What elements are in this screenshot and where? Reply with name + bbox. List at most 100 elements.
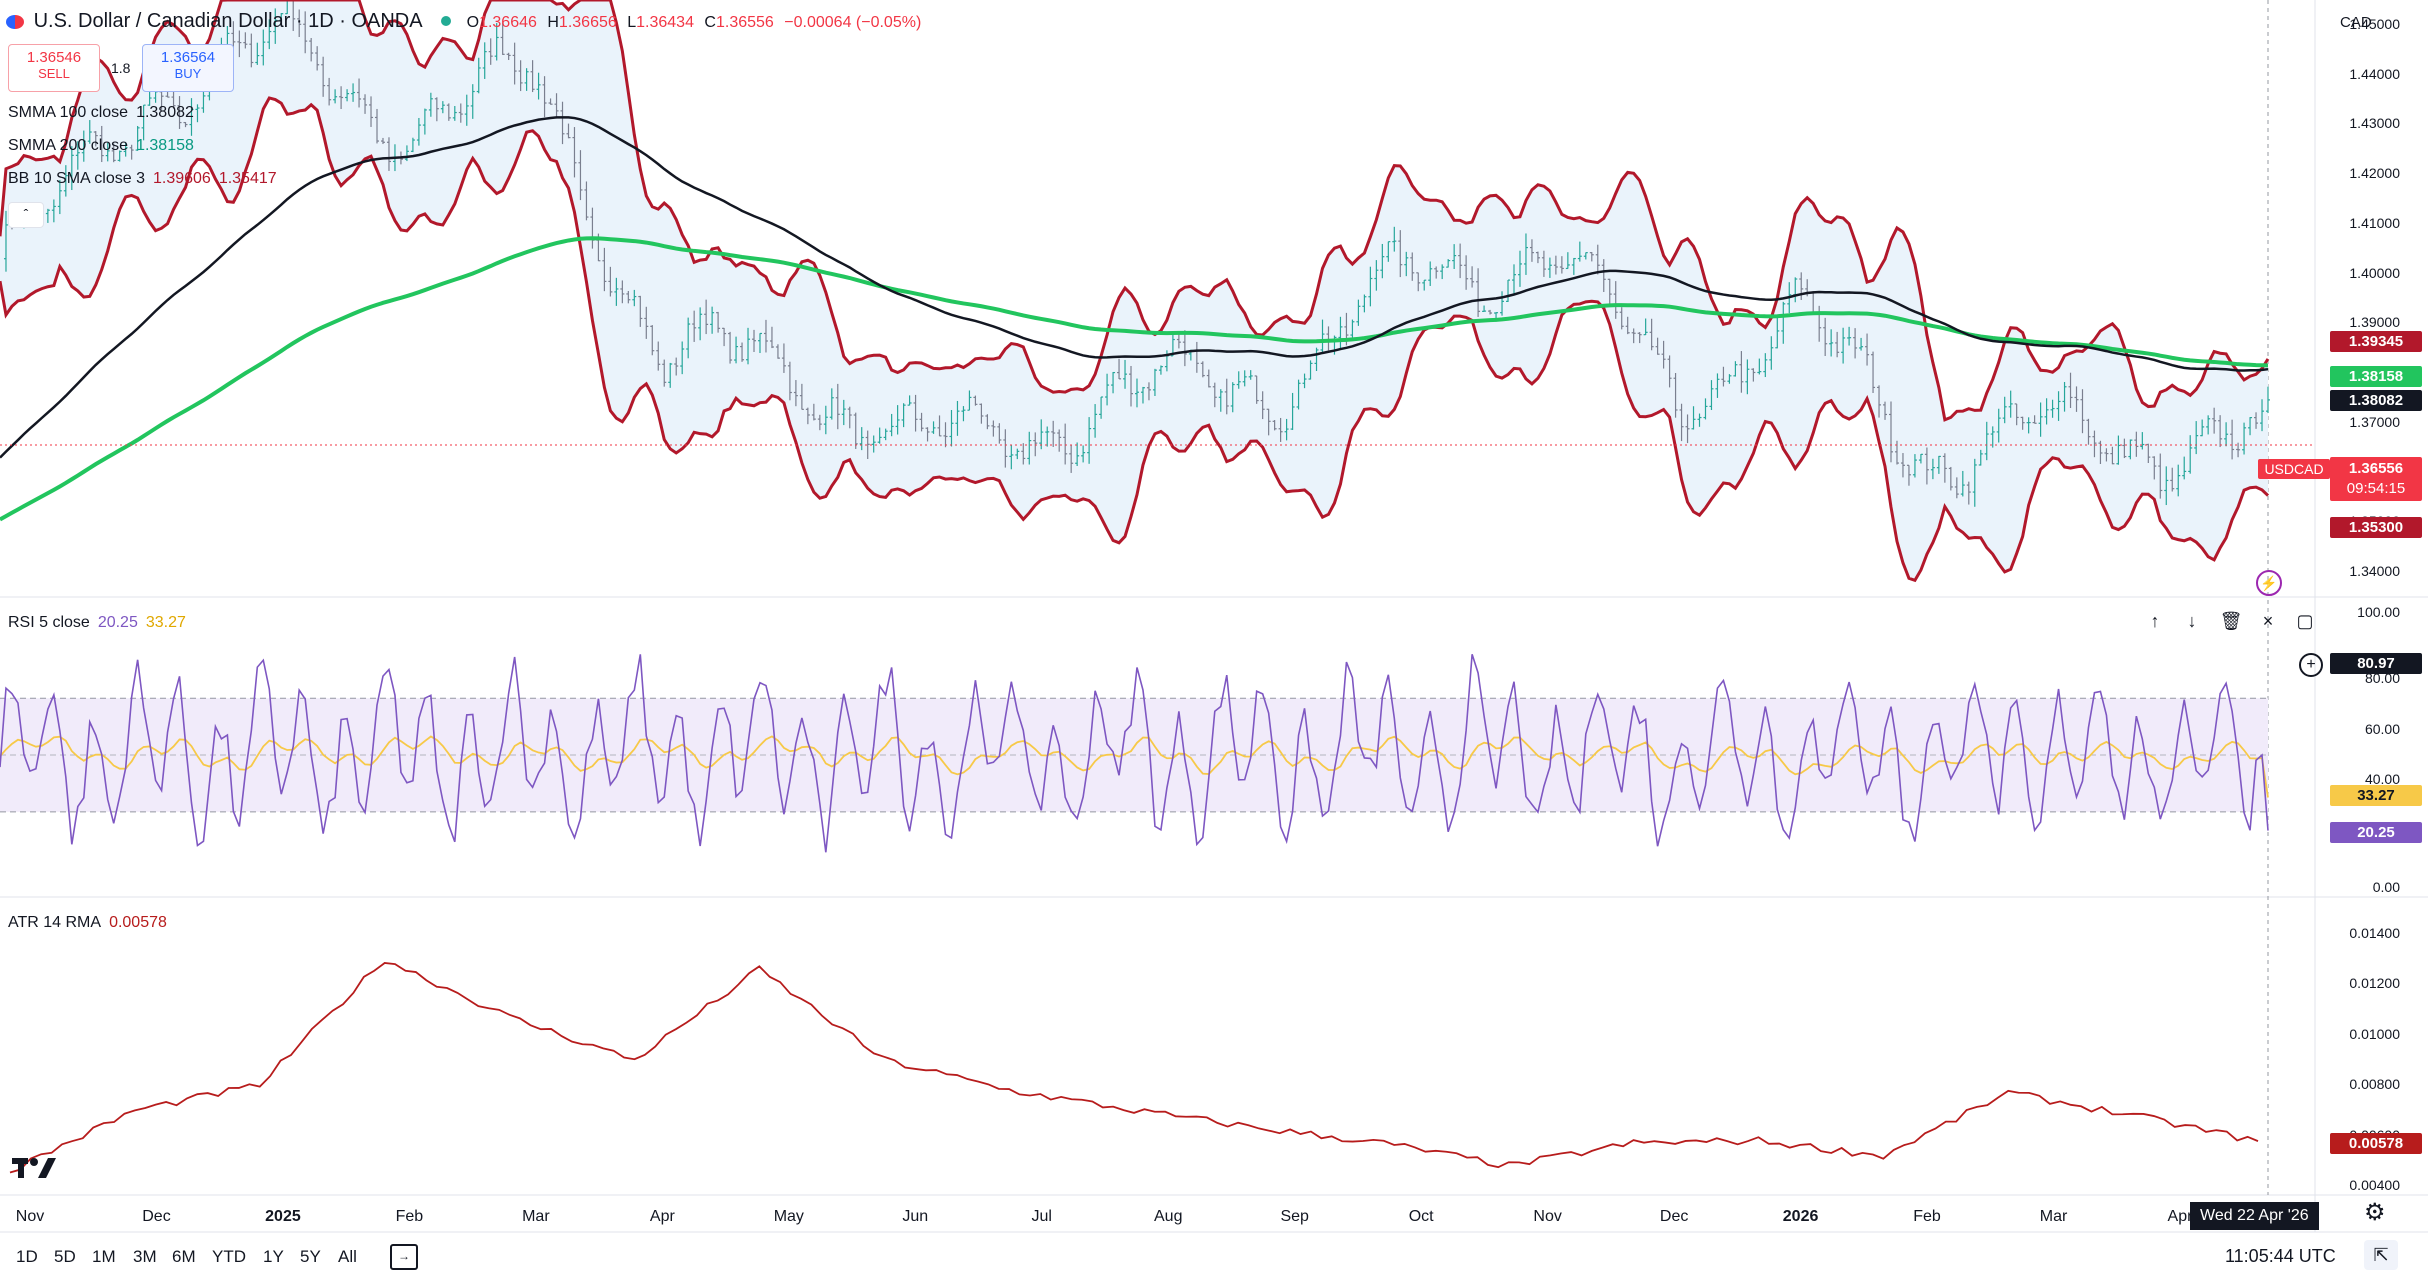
symbol-legend[interactable]: U.S. Dollar / Canadian Dollar · 1D · OAN…: [6, 10, 921, 33]
bb-legend[interactable]: BB 10 SMA close 3 1.39606 1.35417: [8, 170, 277, 188]
low-label: L: [627, 14, 637, 31]
month-label: Apr: [649, 1208, 675, 1225]
price-pane[interactable]: [0, 0, 2315, 583]
bollinger-band-fill: [0, 0, 2268, 581]
atr-pane[interactable]: [9, 962, 2259, 1174]
month-label: Aug: [1154, 1208, 1183, 1225]
maximize-pane-icon[interactable]: ▢: [2296, 610, 2314, 631]
chevron-up-icon: ˆ: [23, 206, 29, 222]
high-label: H: [547, 14, 559, 31]
month-label: Jul: [1031, 1208, 1052, 1225]
rsi-value: 20.25: [97, 614, 138, 631]
rsi-tag: 20.25: [2330, 822, 2422, 843]
low-value: 1.36434: [636, 14, 694, 31]
timeframe-3m[interactable]: 3M: [133, 1247, 157, 1266]
last-price: 1.36556: [2348, 460, 2404, 477]
month-label: Mar: [2039, 1208, 2068, 1225]
month-label: Sep: [1280, 1208, 1309, 1225]
currency-label: CAD: [2340, 14, 2372, 31]
timeframe-ytd[interactable]: YTD: [212, 1247, 246, 1266]
month-label: Mar: [522, 1208, 550, 1225]
move-pane-down-icon[interactable]: ↓: [2187, 610, 2197, 631]
rsi-line: [0, 654, 2269, 853]
smma200-legend[interactable]: SMMA 200 close 1.38158: [8, 137, 194, 155]
crosshair-add-icon[interactable]: +: [2299, 653, 2323, 677]
collapse-pane-icon[interactable]: ×: [2262, 610, 2274, 631]
price-tick: 1.41000: [2349, 214, 2400, 231]
smma100-value: 1.38082: [136, 104, 194, 121]
bb-lower-value: 1.35417: [218, 170, 277, 187]
atr-line: [9, 962, 2259, 1174]
price-tick: 1.40000: [2349, 264, 2400, 281]
price-tick: 1.45000: [2349, 15, 2400, 32]
timeframe-6m[interactable]: 6M: [172, 1247, 196, 1266]
timeframe-all[interactable]: All: [338, 1247, 357, 1266]
rsi-label: RSI 5 close: [8, 614, 90, 631]
rsi-ma-line: [0, 735, 2269, 798]
month-label: Feb: [1913, 1208, 1941, 1225]
sell-label: SELL: [38, 66, 70, 81]
sell-price: 1.36546: [26, 49, 82, 66]
smma100-label: SMMA 100 close: [8, 104, 129, 121]
alert-lightning-icon[interactable]: ⚡: [2256, 570, 2282, 596]
bb-upper-line: [0, 0, 2270, 422]
open-value: 1.36646: [479, 14, 537, 31]
smma200-tag: 1.38158: [2330, 366, 2422, 387]
month-label: May: [773, 1208, 804, 1225]
delete-pane-icon[interactable]: 🗑: [2219, 610, 2243, 631]
rsi-crosshair-value: 80.97: [2330, 653, 2422, 674]
month-label: Jun: [902, 1208, 929, 1225]
month-label: Oct: [1408, 1208, 1434, 1225]
month-label: Dec: [1659, 1208, 1689, 1225]
timeframe-5y[interactable]: 5Y: [300, 1247, 321, 1266]
bb-upper-tag: 1.39345: [2330, 331, 2422, 352]
price-tick: 1.39000: [2349, 314, 2400, 331]
buy-button[interactable]: 1.36564 BUY: [142, 44, 234, 92]
smma100-line: [0, 116, 2269, 459]
price-tick: 1.42000: [2349, 165, 2400, 182]
change-value: −0.00064 (−0.05%): [784, 14, 922, 31]
smma200-line: [0, 236, 2269, 522]
smma100-legend[interactable]: SMMA 100 close 1.38082: [8, 104, 194, 122]
bar-countdown: 09:54:15: [2346, 480, 2406, 497]
timeframe-1y[interactable]: 1Y: [263, 1247, 284, 1266]
tradingview-logo[interactable]: [12, 1154, 56, 1180]
sell-button[interactable]: 1.36546 SELL: [8, 44, 100, 92]
buy-label: BUY: [174, 66, 202, 81]
rsi-tick: 40.00: [2364, 771, 2400, 788]
atr-label: ATR 14 RMA: [8, 914, 102, 931]
bb-lower-line: [0, 96, 2270, 583]
rsi-pane[interactable]: [0, 654, 2269, 853]
symbol-title: U.S. Dollar / Canadian Dollar · 1D · OAN…: [33, 10, 422, 32]
high-value: 1.36656: [558, 14, 617, 31]
move-pane-up-icon[interactable]: ↑: [2150, 610, 2160, 631]
market-open-dot: [441, 15, 452, 26]
atr-tick: 0.01400: [2349, 925, 2400, 941]
price-tick: 1.37000: [2349, 413, 2400, 430]
atr-tick: 0.00400: [2349, 1177, 2400, 1193]
spread-value: 1.8: [111, 60, 131, 76]
timeframe-1d[interactable]: 1D: [16, 1247, 38, 1266]
date-range-icon[interactable]: →: [390, 1244, 418, 1270]
settings-gear-icon[interactable]: ⚙: [2364, 1199, 2386, 1226]
close-value: 1.36556: [715, 14, 774, 31]
price-tick: 1.44000: [2349, 65, 2400, 82]
timeframe-5d[interactable]: 5D: [54, 1247, 76, 1266]
flag-icon: [6, 14, 24, 29]
month-label: Apr: [2167, 1208, 2193, 1225]
clock-label[interactable]: 11:05:44 UTC: [2225, 1246, 2336, 1266]
cursor-date-label: Wed 22 Apr '26: [2190, 1202, 2319, 1230]
atr-tag: 0.00578: [2330, 1133, 2422, 1154]
month-label: 2025: [265, 1208, 301, 1225]
expand-icon[interactable]: ⇱: [2364, 1240, 2398, 1270]
bb-lower-tag: 1.35300: [2330, 517, 2422, 538]
atr-tick: 0.01200: [2349, 975, 2400, 992]
collapse-legend-button[interactable]: ˆ: [8, 202, 44, 228]
atr-legend[interactable]: ATR 14 RMA 0.00578: [8, 914, 167, 932]
bb-label: BB 10 SMA close 3: [8, 170, 145, 187]
rsi-legend[interactable]: RSI 5 close 20.25 33.27: [8, 614, 186, 632]
timeframe-1m[interactable]: 1M: [92, 1247, 116, 1266]
month-label: Dec: [142, 1208, 171, 1225]
price-tick: 1.34000: [2349, 563, 2400, 580]
